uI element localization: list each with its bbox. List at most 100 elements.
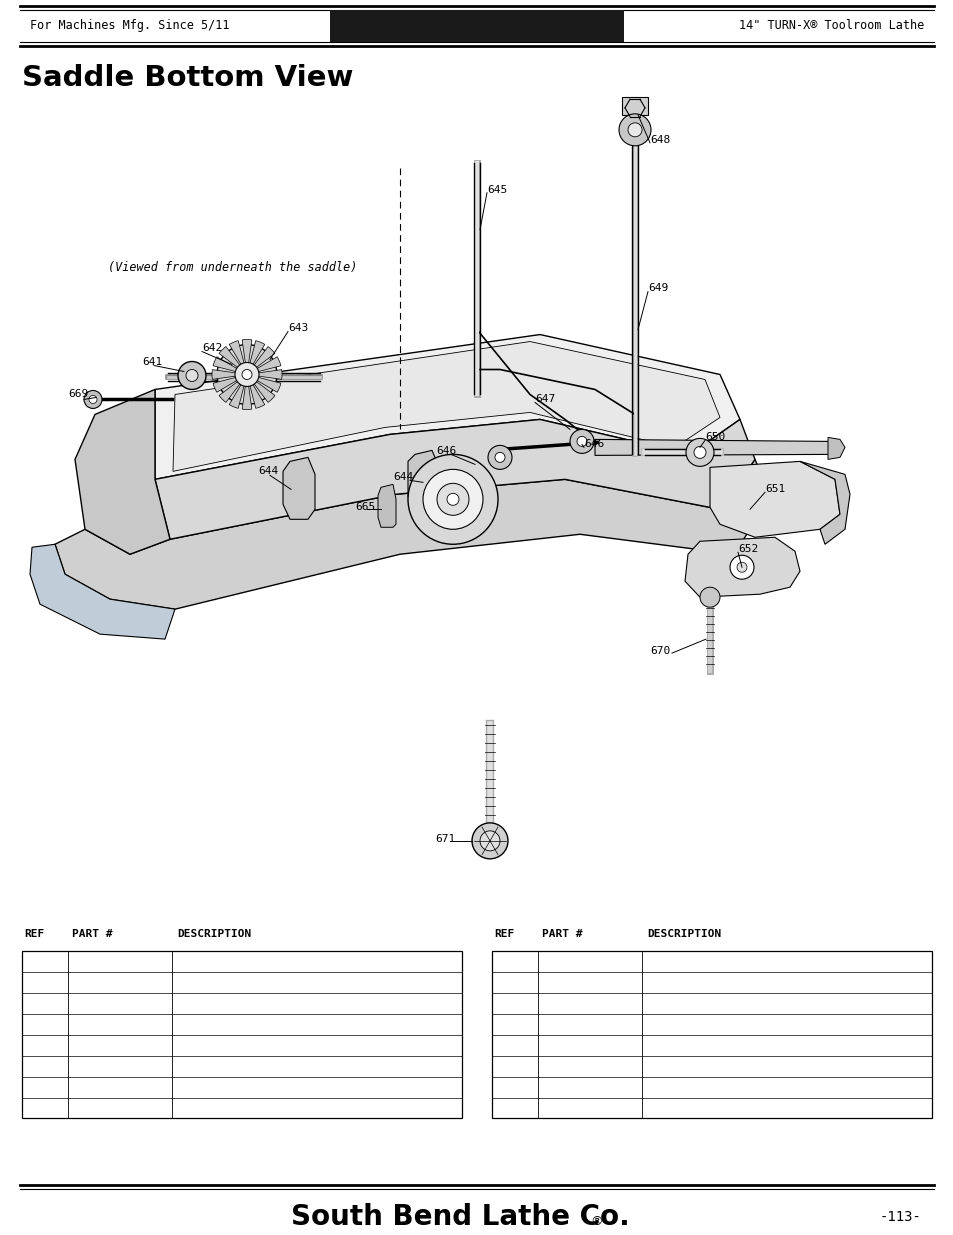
Text: 645: 645 [25,1040,44,1050]
Text: 646: 646 [436,446,456,457]
Text: GEAR 16T: GEAR 16T [174,977,225,987]
Text: CAP SCREW M5-.8 X 16: CAP SCREW M5-.8 X 16 [644,1061,769,1071]
Text: STRAIGHT PIPE ADAPTER 1/8 PT X 6MM: STRAIGHT PIPE ADAPTER 1/8 PT X 6MM [644,977,857,987]
Wedge shape [247,369,282,379]
Wedge shape [219,374,247,403]
Polygon shape [75,389,170,555]
Text: 644: 644 [393,472,413,483]
Text: P A R T S: P A R T S [436,19,517,33]
Text: 669: 669 [68,389,89,399]
Text: 642: 642 [25,977,44,987]
Text: 652: 652 [495,1019,514,1029]
Text: -113-: -113- [880,1210,921,1224]
Text: PSB10121052: PSB10121052 [540,1019,609,1029]
Text: DESCRIPTION: DESCRIPTION [646,929,720,939]
Text: 649: 649 [495,956,514,966]
Wedge shape [247,347,274,374]
Text: 648: 648 [649,135,670,144]
Circle shape [436,483,469,515]
Text: SET SCREW M6-1 X 8: SET SCREW M6-1 X 8 [644,1040,757,1050]
Wedge shape [242,340,252,374]
Circle shape [479,831,499,851]
Polygon shape [800,462,849,545]
Circle shape [472,823,507,858]
Circle shape [89,395,97,404]
Polygon shape [283,457,314,519]
Polygon shape [595,440,834,456]
Text: PSB10121041: PSB10121041 [71,956,139,966]
Text: PSB10121043: PSB10121043 [71,998,139,1008]
Text: South Bend Lathe Co.: South Bend Lathe Co. [291,1203,629,1231]
Text: PSS03M: PSS03M [540,1040,578,1050]
Circle shape [178,362,206,389]
Polygon shape [408,451,437,509]
Text: PSB10390646: PSB10390646 [71,1061,139,1071]
Wedge shape [212,369,247,379]
Polygon shape [709,462,840,537]
Text: STRAIGHT PIPE ADAPTER 1/8 PT X 4MM: STRAIGHT PIPE ADAPTER 1/8 PT X 4MM [174,1019,387,1029]
Text: CAP SCREW M12-1.75 X 75: CAP SCREW M12-1.75 X 75 [644,1103,788,1113]
Text: 671: 671 [495,1103,514,1113]
Text: 648: 648 [25,1103,44,1113]
Text: 644: 644 [25,1019,44,1029]
Circle shape [577,436,586,446]
Text: REF: REF [494,929,514,939]
Text: ONE-SHOT OILER ASSEMBLY: ONE-SHOT OILER ASSEMBLY [644,998,788,1008]
Text: 652: 652 [738,545,758,555]
Circle shape [729,556,753,579]
Bar [621,96,647,115]
Wedge shape [213,374,247,393]
Text: DESCRIPTION: DESCRIPTION [177,929,251,939]
Text: 643: 643 [25,998,44,1008]
Bar [492,951,931,1119]
Polygon shape [154,420,754,540]
Text: SET SCREW M8-1.25 X 35: SET SCREW M8-1.25 X 35 [644,1082,781,1092]
Text: 650: 650 [704,432,724,442]
Text: PART #: PART # [71,929,112,939]
Text: For Machines Mfg. Since 5/11: For Machines Mfg. Since 5/11 [30,20,230,32]
Text: 647: 647 [535,394,555,404]
Text: ALUMINUM OIL PIPE 4 X 120MM: ALUMINUM OIL PIPE 4 X 120MM [174,1082,343,1092]
Text: 670: 670 [649,646,670,656]
Circle shape [685,438,713,467]
Text: GEAR SHAFT: GEAR SHAFT [174,998,237,1008]
Circle shape [186,369,198,382]
Text: PSB10390650: PSB10390650 [540,977,609,987]
Circle shape [84,390,102,409]
Text: 670: 670 [495,1082,514,1092]
Text: OIL FILTER 6MM: OIL FILTER 6MM [174,1103,262,1113]
Text: 651: 651 [764,484,784,494]
Text: PSB10390645: PSB10390645 [71,1040,139,1050]
Text: 646: 646 [583,440,603,450]
Bar [330,10,623,42]
Text: PCAP24M: PCAP24M [540,1061,584,1071]
Text: PART #: PART # [541,929,582,939]
Circle shape [488,446,512,469]
Circle shape [408,454,497,545]
Text: 643: 643 [288,322,308,332]
Text: 669: 669 [495,1061,514,1071]
Polygon shape [684,537,800,598]
Text: 647: 647 [25,1082,44,1092]
Text: ALUMINUM OIL PIPE 4 X 260MM: ALUMINUM OIL PIPE 4 X 260MM [174,1040,343,1050]
Polygon shape [377,484,395,527]
Polygon shape [172,342,720,472]
Text: ALUMINUM OIL PIPE 6 X 160MM: ALUMINUM OIL PIPE 6 X 160MM [644,956,813,966]
Wedge shape [247,341,265,374]
Text: 650: 650 [495,977,514,987]
Wedge shape [242,374,252,410]
Text: Saddle Bottom View: Saddle Bottom View [22,64,353,91]
Wedge shape [213,357,247,374]
Text: SADDLE STOP BLOCK: SADDLE STOP BLOCK [644,1019,750,1029]
Polygon shape [30,545,174,640]
Text: PSS74M: PSS74M [540,1082,578,1092]
Circle shape [693,446,705,458]
Text: 641: 641 [142,357,162,367]
Wedge shape [229,341,247,374]
Text: ELBOW PIPE ADAPTER 1/8 PT X 4MM: ELBOW PIPE ADAPTER 1/8 PT X 4MM [174,1061,369,1071]
Text: 642: 642 [202,342,222,352]
Text: REF: REF [24,929,44,939]
Polygon shape [827,437,844,459]
Text: PSB10390647: PSB10390647 [71,1082,139,1092]
Text: PSB10121042: PSB10121042 [71,977,139,987]
